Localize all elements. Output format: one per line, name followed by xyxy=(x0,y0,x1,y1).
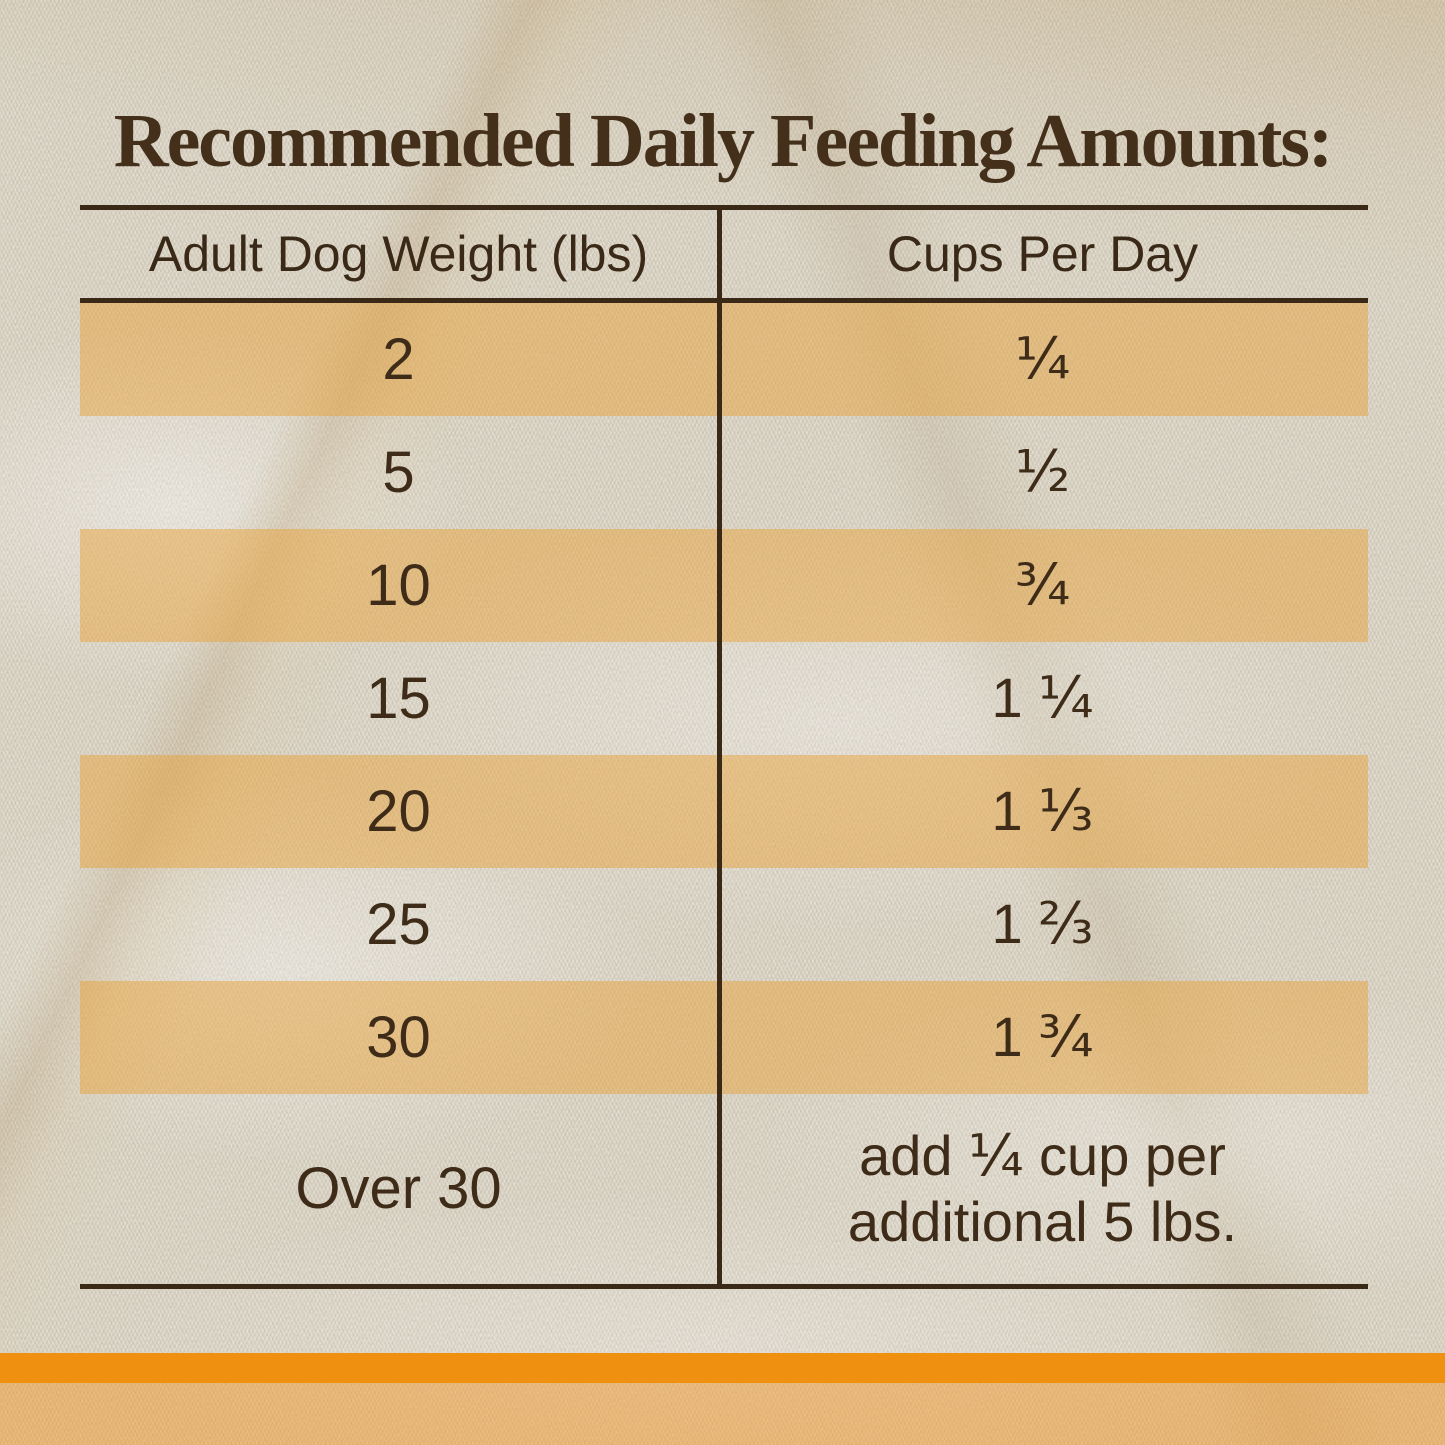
table-row: 25 1 ⅔ xyxy=(80,868,1368,981)
table-row: 30 1 ¾ xyxy=(80,981,1368,1094)
table-row: 10 ¾ xyxy=(80,529,1368,642)
weight-cell: 20 xyxy=(366,778,431,844)
table-row: 20 1 ⅓ xyxy=(80,755,1368,868)
cups-cell: add ¼ cup per additional 5 lbs. xyxy=(847,1123,1238,1253)
cups-cell: 1 ⅔ xyxy=(991,891,1094,958)
header-cups: Cups Per Day xyxy=(886,226,1199,282)
table-header-row: Adult Dog Weight (lbs) Cups Per Day xyxy=(80,210,1368,303)
cups-cell: ¾ xyxy=(1014,552,1071,619)
table-row: 15 1 ¼ xyxy=(80,642,1368,755)
orange-tinted-fabric xyxy=(0,1383,1445,1445)
header-weight: Adult Dog Weight (lbs) xyxy=(148,226,649,282)
column-divider xyxy=(717,210,722,1284)
table-row: Over 30 add ¼ cup per additional 5 lbs. xyxy=(80,1094,1368,1284)
weight-cell: 10 xyxy=(366,552,431,618)
page-title: Recommended Daily Feeding Amounts: xyxy=(113,98,1334,183)
weight-cell: 15 xyxy=(366,665,431,731)
weight-cell: 30 xyxy=(366,1004,431,1070)
cups-cell: 1 ¼ xyxy=(991,665,1094,732)
weight-cell: 25 xyxy=(366,891,431,957)
weight-cell: 5 xyxy=(382,439,415,505)
cups-cell: ¼ xyxy=(1014,326,1071,393)
cups-cell: ½ xyxy=(1014,439,1071,506)
weight-cell: Over 30 xyxy=(295,1156,502,1221)
cups-cell: 1 ⅓ xyxy=(991,778,1094,845)
cups-cell: 1 ¾ xyxy=(991,1004,1094,1071)
orange-accent-bar xyxy=(0,1353,1445,1383)
table-rows: 2 ¼ 5 ½ 10 ¾ 15 1 ¼ 20 1 ⅓ 25 1 ⅔ 30 1 ¾ Over 30 add ¼ … xyxy=(80,210,1368,1284)
weight-cell: 2 xyxy=(382,326,415,392)
